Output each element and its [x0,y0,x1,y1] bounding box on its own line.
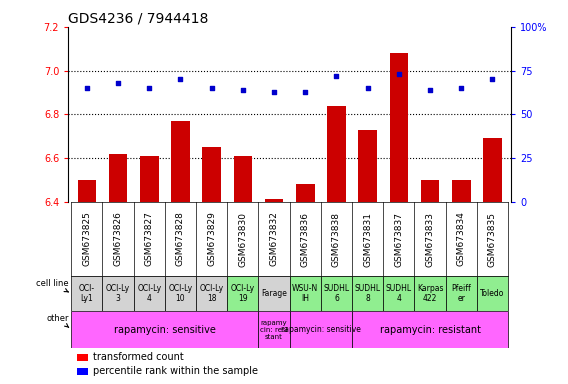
Bar [196,276,227,311]
Bar [77,368,88,375]
Text: SUDHL
6: SUDHL 6 [323,284,349,303]
Text: percentile rank within the sample: percentile rank within the sample [93,366,257,376]
Point [300,88,310,94]
Bar [265,199,283,202]
Bar [77,354,88,361]
Text: GSM673829: GSM673829 [207,212,216,266]
Bar [258,276,290,311]
Bar [421,180,440,202]
Bar [390,53,408,202]
Text: GSM673837: GSM673837 [394,212,403,266]
Text: GSM673827: GSM673827 [145,212,154,266]
Text: OCI-Ly
3: OCI-Ly 3 [106,284,130,303]
Text: GSM673830: GSM673830 [239,212,248,266]
Point [488,76,497,82]
Text: OCI-Ly
19: OCI-Ly 19 [231,284,255,303]
Text: Toledo: Toledo [481,289,504,298]
Text: GSM673825: GSM673825 [82,212,91,266]
Point [394,71,403,77]
Point [270,88,279,94]
Text: SUDHL
4: SUDHL 4 [386,284,412,303]
Text: GSM673834: GSM673834 [457,212,466,266]
Bar [165,276,196,311]
Bar [446,276,477,311]
Text: rapamycin: sensitive: rapamycin: sensitive [281,325,361,334]
Text: GSM673835: GSM673835 [488,212,497,266]
Bar [290,276,321,311]
Text: WSU-N
IH: WSU-N IH [292,284,319,303]
Bar [227,276,258,311]
Text: other: other [46,314,69,328]
Point [207,85,216,91]
Text: transformed count: transformed count [93,352,183,362]
Point [239,87,248,93]
Bar [108,154,127,202]
Text: OCI-Ly
10: OCI-Ly 10 [169,284,193,303]
Text: cell line: cell line [36,279,69,292]
Bar [71,276,102,311]
Bar [483,138,502,202]
Bar [77,180,96,202]
Text: Karpas
422: Karpas 422 [417,284,444,303]
Text: rapamy
cin: resi
stant: rapamy cin: resi stant [260,319,288,339]
Text: OCI-Ly
18: OCI-Ly 18 [199,284,224,303]
Text: rapamycin: sensitive: rapamycin: sensitive [114,324,216,334]
Point [363,85,372,91]
Bar [383,276,415,311]
Text: rapamycin: resistant: rapamycin: resistant [379,324,481,334]
Bar [171,121,190,202]
Point [145,85,154,91]
Bar [71,311,258,348]
Text: GSM673833: GSM673833 [425,212,435,266]
Text: OCI-
Ly1: OCI- Ly1 [79,284,95,303]
Point [425,87,435,93]
Bar [290,311,352,348]
Bar [133,276,165,311]
Bar [296,184,315,202]
Text: Farage: Farage [261,289,287,298]
Bar [352,311,508,348]
Text: GDS4236 / 7944418: GDS4236 / 7944418 [68,12,208,26]
Point [332,73,341,79]
Point [176,76,185,82]
Text: GSM673828: GSM673828 [176,212,185,266]
Bar [102,276,133,311]
Text: Pfeiff
er: Pfeiff er [452,284,471,303]
Bar [352,276,383,311]
Text: GSM673836: GSM673836 [301,212,310,266]
Text: GSM673831: GSM673831 [363,212,372,266]
Bar [327,106,346,202]
Bar [233,156,252,202]
Bar [415,276,446,311]
Bar [321,276,352,311]
Point [457,85,466,91]
Bar [258,311,290,348]
Point [114,80,123,86]
Text: SUDHL
8: SUDHL 8 [354,284,381,303]
Bar [477,276,508,311]
Text: GSM673826: GSM673826 [114,212,123,266]
Point [82,85,91,91]
Bar [140,156,158,202]
Text: OCI-Ly
4: OCI-Ly 4 [137,284,161,303]
Bar [452,180,471,202]
Bar [358,129,377,202]
Text: GSM673838: GSM673838 [332,212,341,266]
Text: GSM673832: GSM673832 [270,212,278,266]
Bar [202,147,221,202]
